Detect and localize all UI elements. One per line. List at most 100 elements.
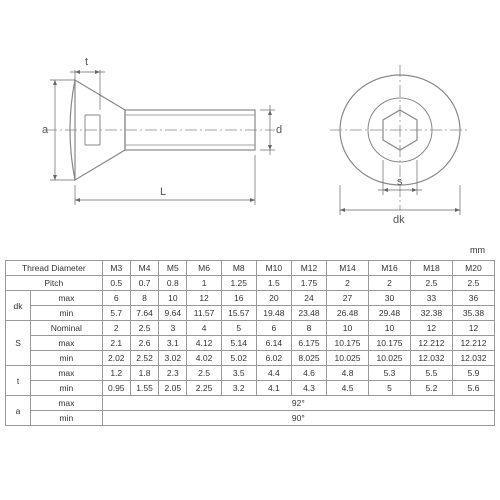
- table-cell: 3: [159, 321, 187, 336]
- table-cell: 5.3: [369, 366, 411, 381]
- table-cell: 12.032: [452, 351, 494, 366]
- table-header: M8: [221, 261, 256, 276]
- table-cell: 9.64: [159, 306, 187, 321]
- table-cell: 2.25: [187, 381, 221, 396]
- table-cell: 4.4: [256, 366, 291, 381]
- table-cell: 10: [327, 321, 369, 336]
- table-cell: 1.25: [221, 276, 256, 291]
- table-cell: 20: [256, 291, 291, 306]
- table-cell: 8: [291, 321, 326, 336]
- label-s: s: [397, 176, 403, 188]
- label-t: t: [85, 56, 88, 68]
- dimension-table: Thread DiameterM3M4M5M6M8M10M12M14M16M18…: [5, 260, 495, 426]
- table-cell: 2.1: [102, 336, 130, 351]
- table-cell: 10.175: [327, 336, 369, 351]
- table-cell: 2: [327, 276, 369, 291]
- table-cell: 4.12: [187, 336, 221, 351]
- row-sublabel: max: [31, 291, 103, 306]
- row-sublabel: min: [31, 381, 103, 396]
- table-cell: 90°: [102, 411, 494, 426]
- row-sublabel: max: [31, 396, 103, 411]
- table-cell: 12.212: [410, 336, 452, 351]
- row-sublabel: min: [31, 411, 103, 426]
- table-cell: 2.52: [130, 351, 158, 366]
- row-label: a: [6, 396, 31, 426]
- table-cell: 0.95: [102, 381, 130, 396]
- row-sublabel: min: [31, 306, 103, 321]
- table-cell: 12.212: [452, 336, 494, 351]
- table-cell: 3.02: [159, 351, 187, 366]
- table-cell: 4.5: [327, 381, 369, 396]
- table-header: M12: [291, 261, 326, 276]
- table-cell: 1: [187, 276, 221, 291]
- table-cell: 2.05: [159, 381, 187, 396]
- table-header: Thread Diameter: [6, 261, 103, 276]
- table-cell: 5.02: [221, 351, 256, 366]
- table-cell: 27: [327, 291, 369, 306]
- table-cell: 1.5: [256, 276, 291, 291]
- table-header: M16: [369, 261, 411, 276]
- technical-diagram: t a d L: [10, 20, 490, 240]
- table-cell: 26.48: [327, 306, 369, 321]
- table-cell: 3.2: [221, 381, 256, 396]
- top-view: s dk: [330, 65, 470, 226]
- table-cell: 10: [369, 321, 411, 336]
- table-cell: 5.2: [410, 381, 452, 396]
- row-sublabel: min: [31, 351, 103, 366]
- table-cell: 4.02: [187, 351, 221, 366]
- table-cell: 5.5: [410, 366, 452, 381]
- table-cell: 2: [369, 276, 411, 291]
- table-header: M6: [187, 261, 221, 276]
- table-cell: 24: [291, 291, 326, 306]
- table-cell: 6: [256, 321, 291, 336]
- label-d: d: [276, 124, 282, 136]
- table-cell: 6.175: [291, 336, 326, 351]
- table-cell: 2.6: [130, 336, 158, 351]
- table-cell: 0.5: [102, 276, 130, 291]
- row-label: t: [6, 366, 31, 396]
- table-cell: 5: [369, 381, 411, 396]
- table-cell: 4.8: [327, 366, 369, 381]
- table-cell: 6.02: [256, 351, 291, 366]
- table-cell: 2.5: [130, 321, 158, 336]
- table-cell: 3.1: [159, 336, 187, 351]
- table-cell: 2.5: [410, 276, 452, 291]
- table-cell: 10: [159, 291, 187, 306]
- table-cell: 1.8: [130, 366, 158, 381]
- table-cell: 2.5: [187, 366, 221, 381]
- table-cell: 23.48: [291, 306, 326, 321]
- table-cell: 11.57: [187, 306, 221, 321]
- table-cell: 3.5: [221, 366, 256, 381]
- table-cell: 4.3: [291, 381, 326, 396]
- table-cell: 1.75: [291, 276, 326, 291]
- table-cell: 0.7: [130, 276, 158, 291]
- label-a: a: [42, 124, 49, 136]
- table-cell: 5.14: [221, 336, 256, 351]
- table-cell: 5.7: [102, 306, 130, 321]
- table-cell: 30: [369, 291, 411, 306]
- side-view: t a d L: [42, 56, 282, 205]
- table-cell: 1.55: [130, 381, 158, 396]
- table-cell: 5: [221, 321, 256, 336]
- table-cell: 4.6: [291, 366, 326, 381]
- table-cell: 32.38: [410, 306, 452, 321]
- table-cell: 1.2: [102, 366, 130, 381]
- table-cell: 16: [221, 291, 256, 306]
- table-cell: 10.025: [369, 351, 411, 366]
- label-L: L: [160, 186, 166, 198]
- table-header: M5: [159, 261, 187, 276]
- table-cell: 12: [187, 291, 221, 306]
- table-cell: 4.1: [256, 381, 291, 396]
- unit-label: mm: [470, 245, 485, 255]
- table-cell: 19.48: [256, 306, 291, 321]
- table-cell: 2: [102, 321, 130, 336]
- table-header: M3: [102, 261, 130, 276]
- table-cell: 10.025: [327, 351, 369, 366]
- table-cell: 2.3: [159, 366, 187, 381]
- row-sublabel: Nominal: [31, 321, 103, 336]
- table-cell: 12.032: [410, 351, 452, 366]
- table-cell: 92°: [102, 396, 494, 411]
- table-cell: 10.175: [369, 336, 411, 351]
- table-cell: 6: [102, 291, 130, 306]
- table-cell: 29.48: [369, 306, 411, 321]
